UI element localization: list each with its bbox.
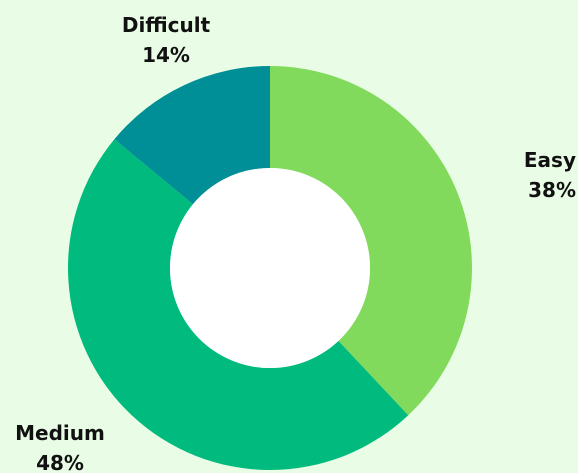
slice-name-medium: Medium [15,421,105,445]
slice-label-medium: Medium 48% [0,418,120,473]
slice-label-easy: Easy 38% [500,145,576,205]
slice-name-easy: Easy [523,148,576,172]
donut-hole [170,168,370,368]
donut-slice-difficult [114,66,270,205]
slice-percent-medium: 48% [36,451,84,473]
slice-label-difficult: Difficult 14% [106,10,226,70]
slice-name-difficult: Difficult [121,13,211,37]
donut-slice-medium [68,139,409,470]
slice-percent-difficult: 14% [142,43,190,67]
slice-percent-easy: 38% [528,178,576,202]
donut-slice-easy [270,66,472,416]
